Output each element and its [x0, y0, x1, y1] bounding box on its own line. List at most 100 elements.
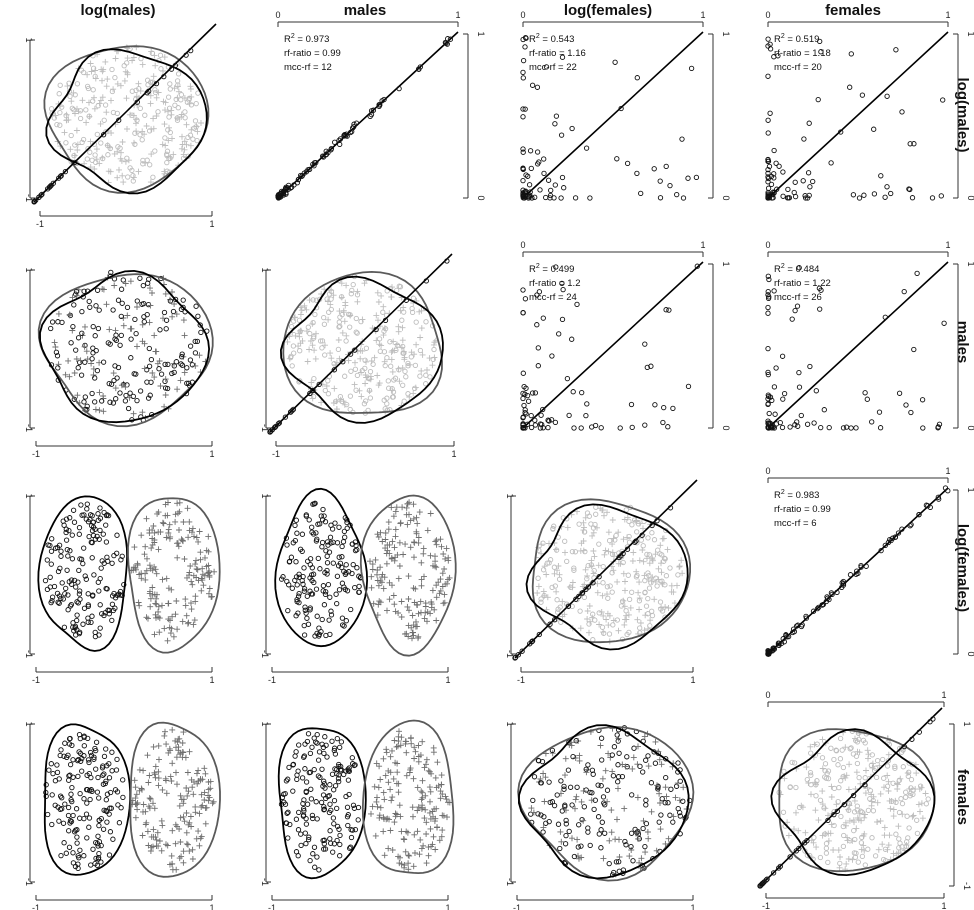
r-squared-label: R2 = 0.499 [529, 263, 574, 275]
data-point [414, 623, 421, 630]
data-point [315, 555, 321, 562]
data-point [118, 149, 124, 156]
data-point [174, 83, 181, 90]
data-point [336, 524, 342, 530]
data-point [142, 576, 149, 583]
data-point [415, 804, 422, 811]
data-point [167, 533, 174, 540]
data-point [764, 876, 770, 882]
data-point [146, 795, 153, 802]
data-point [31, 198, 38, 205]
data-point [382, 530, 389, 536]
data-point [840, 425, 847, 431]
data-point [615, 779, 621, 785]
data-point [155, 89, 162, 96]
data-point [53, 349, 60, 355]
data-point [444, 258, 450, 264]
data-point [327, 534, 334, 540]
data-point [780, 396, 786, 402]
data-point [288, 323, 295, 330]
data-point [546, 560, 552, 566]
data-point [554, 597, 560, 603]
data-point [808, 791, 814, 798]
data-point [415, 753, 422, 760]
data-point [615, 785, 621, 792]
data-point [598, 735, 605, 741]
data-point [423, 819, 430, 826]
density-contour [129, 721, 221, 878]
data-point [319, 381, 326, 388]
data-point [202, 554, 208, 561]
data-point [570, 753, 576, 760]
data-point [117, 390, 123, 396]
data-point [318, 399, 325, 406]
data-point [802, 840, 808, 846]
data-point [194, 128, 201, 135]
data-point [176, 826, 183, 832]
tick-label: 0 [966, 425, 974, 430]
data-point [677, 809, 683, 816]
data-point [801, 136, 807, 142]
data-point [87, 796, 93, 803]
identity-line [759, 707, 943, 887]
data-point [81, 545, 87, 551]
data-point [395, 853, 402, 860]
data-point [667, 812, 673, 818]
data-point [401, 836, 408, 843]
data-point [394, 342, 401, 348]
data-point [362, 372, 369, 378]
tick-label: -1 [513, 903, 521, 910]
data-point [172, 511, 179, 518]
data-point [787, 854, 793, 860]
data-point [83, 576, 89, 582]
data-point [188, 93, 195, 100]
data-point [881, 775, 887, 781]
data-point [65, 804, 72, 811]
data-point [301, 797, 307, 803]
data-point [899, 526, 905, 532]
data-point [49, 792, 55, 798]
data-point [81, 796, 87, 802]
data-point [666, 307, 672, 313]
data-point [643, 757, 649, 763]
data-point [438, 772, 445, 779]
data-point [668, 786, 674, 792]
density-contour [274, 487, 369, 648]
data-point [880, 756, 886, 763]
data-point [316, 381, 322, 388]
data-point [878, 173, 884, 179]
data-point [793, 784, 799, 791]
data-point [114, 550, 120, 556]
data-point [838, 813, 844, 820]
data-point [65, 592, 71, 598]
data-point [146, 319, 153, 326]
data-point [522, 44, 528, 50]
data-point [851, 827, 857, 834]
data-point [331, 747, 337, 754]
data-point [881, 832, 888, 839]
data-point [314, 536, 320, 542]
data-point [415, 539, 422, 546]
data-point [609, 541, 616, 548]
data-point [847, 84, 853, 90]
data-point [193, 557, 199, 564]
data-point [410, 813, 416, 820]
data-point [88, 360, 95, 367]
data-point [643, 603, 650, 609]
data-point [816, 285, 823, 291]
data-point [136, 571, 143, 578]
density-contour [359, 494, 457, 657]
data-point [617, 425, 623, 431]
tick-label: 1 [476, 31, 486, 36]
data-point [896, 777, 903, 783]
data-point [403, 297, 409, 303]
data-point [541, 563, 548, 570]
data-point [85, 602, 91, 608]
data-point [87, 749, 94, 756]
data-point [150, 833, 157, 840]
data-point [74, 147, 81, 153]
data-point [622, 578, 628, 585]
tick-label: 1 [445, 903, 450, 910]
data-point [343, 618, 349, 624]
data-point [147, 285, 153, 292]
